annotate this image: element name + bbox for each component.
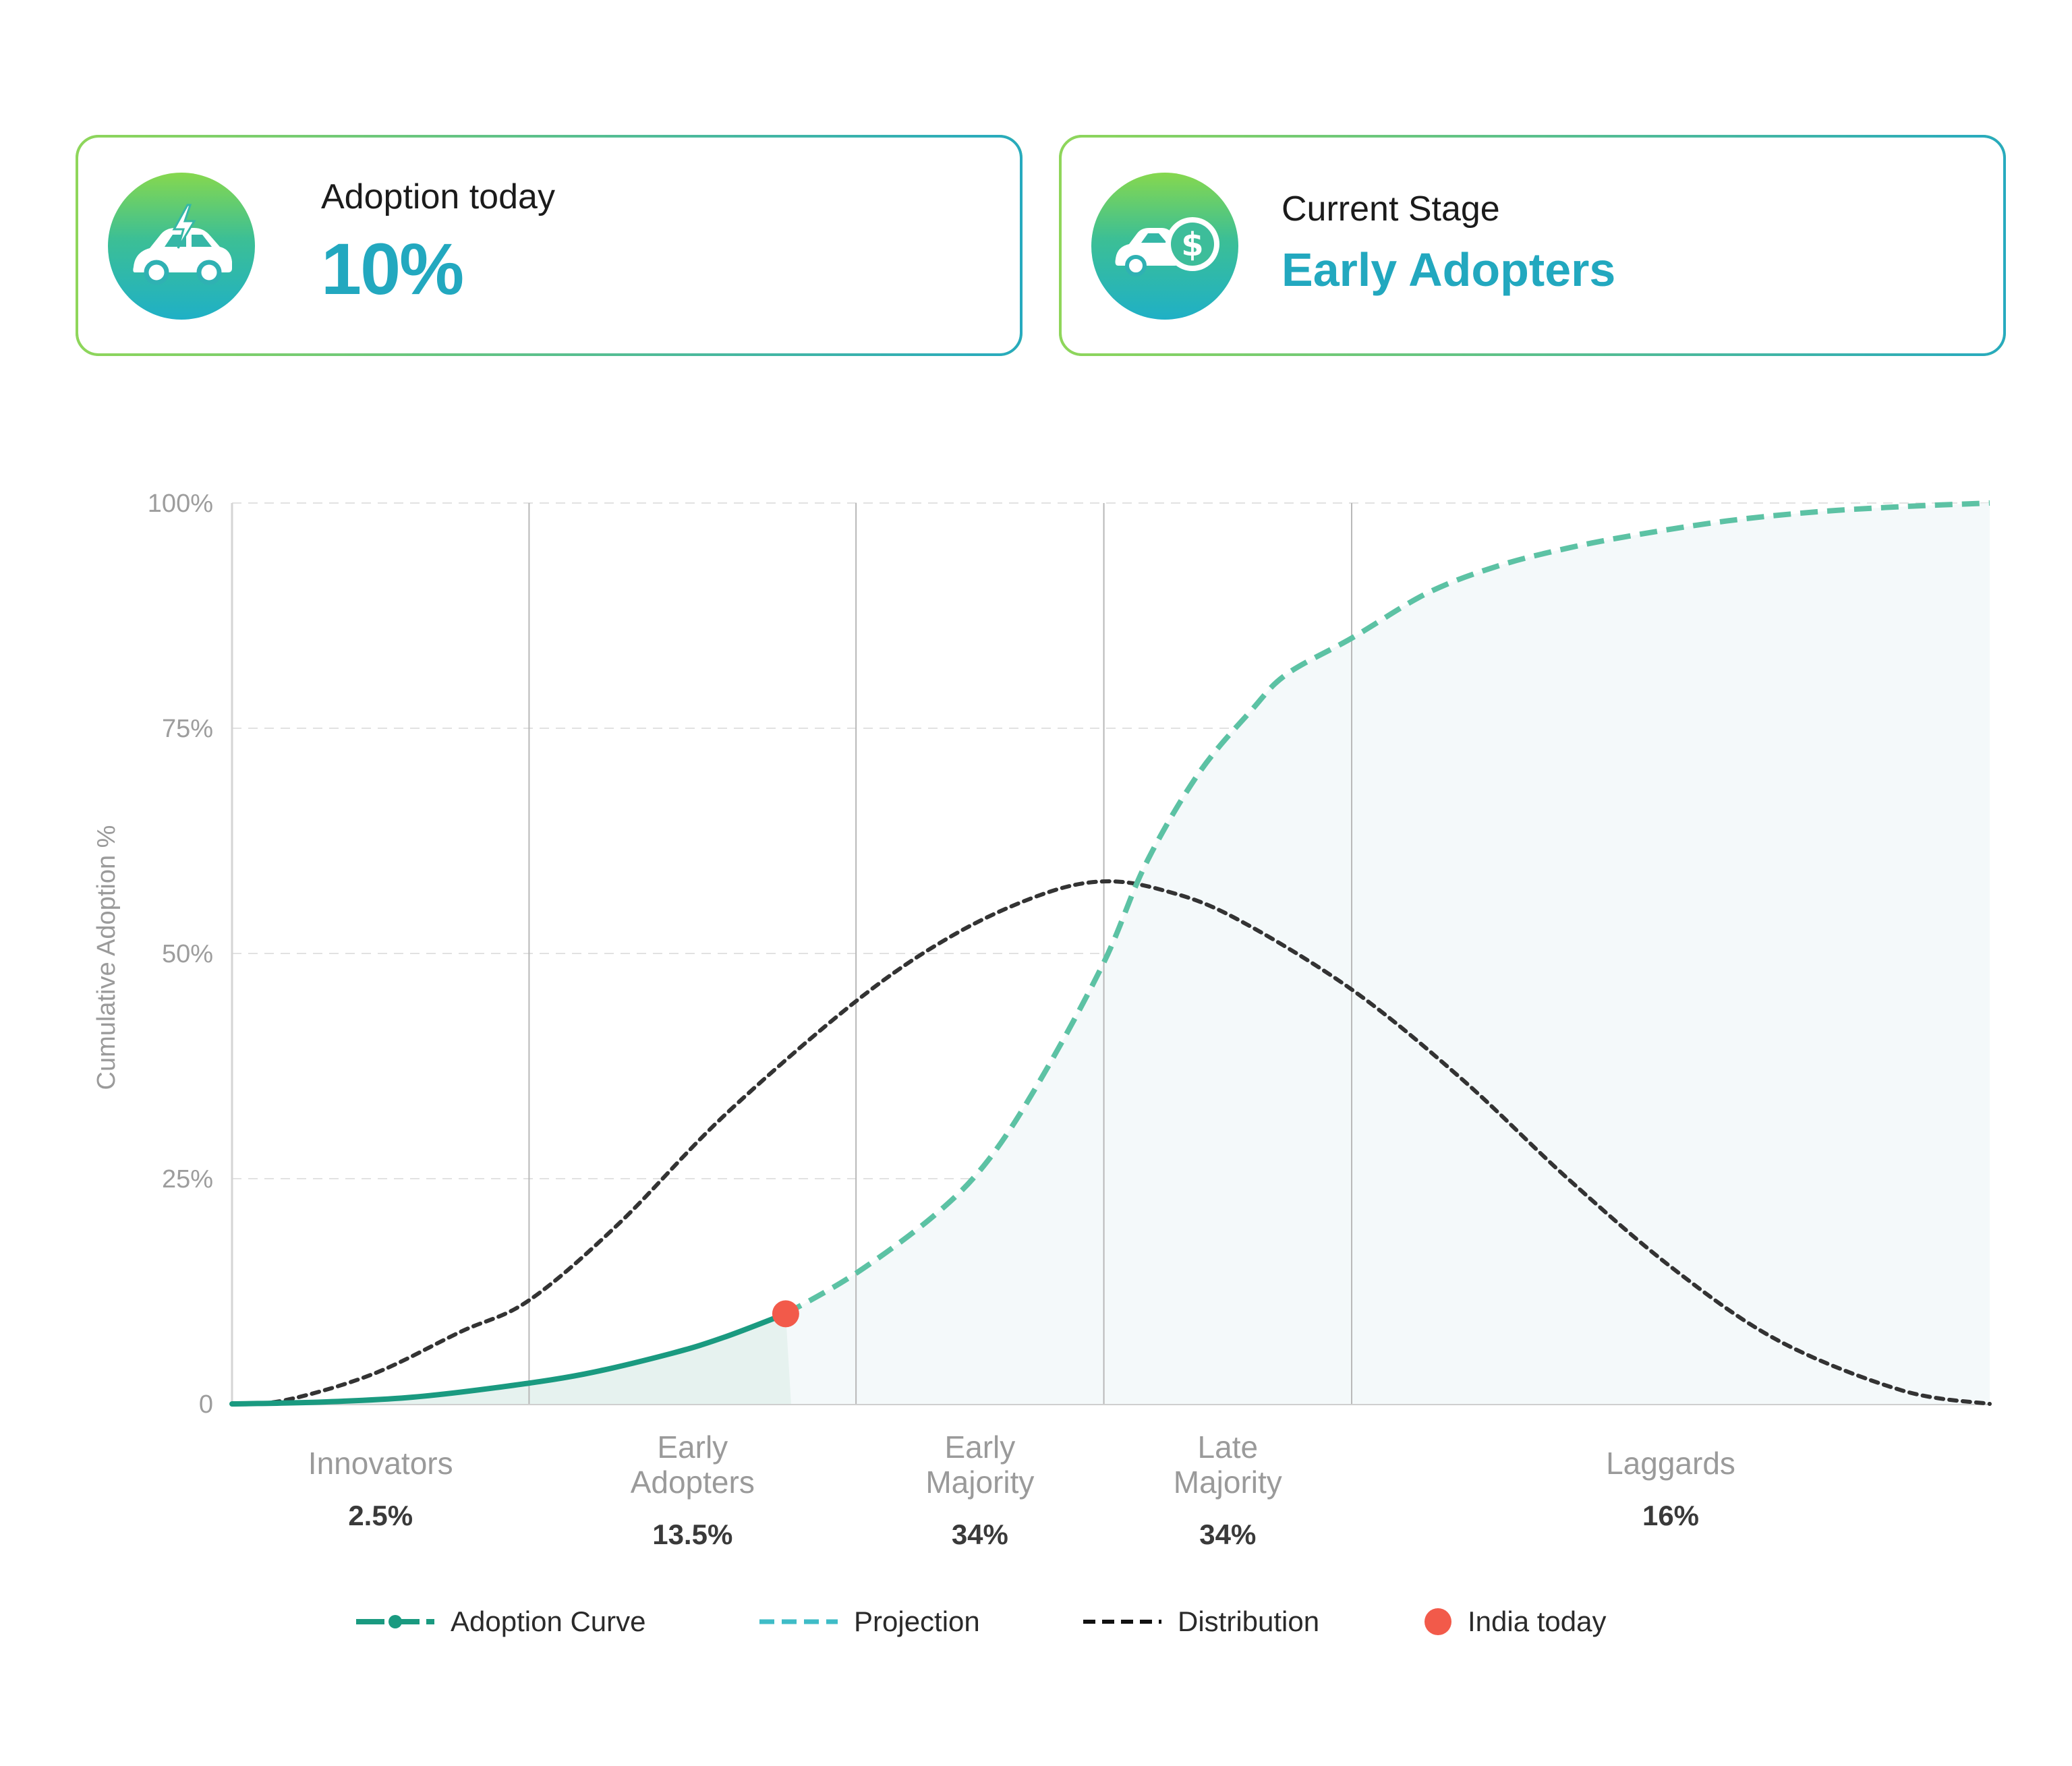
segment-share: 16% bbox=[1642, 1500, 1699, 1531]
y-tick-label: 50% bbox=[162, 940, 213, 968]
adoption-area bbox=[232, 1314, 791, 1404]
adoption-curve-chart: 025%50%75%100% Innovators2.5%EarlyAdopte… bbox=[92, 490, 1992, 1550]
adoption-today-value: 10% bbox=[321, 228, 464, 310]
legend-swatch-distribution bbox=[1083, 1620, 1161, 1624]
segment-label: Late bbox=[1198, 1430, 1259, 1465]
segment-share: 2.5% bbox=[348, 1500, 413, 1531]
segment-share: 34% bbox=[952, 1519, 1008, 1550]
current-stage-label: Current Stage bbox=[1282, 189, 1500, 229]
adoption-today-card: Adoption today 10% bbox=[76, 135, 1023, 356]
segment-label: Innovators bbox=[308, 1446, 453, 1481]
legend-item-india-today: India today bbox=[1423, 1605, 1607, 1639]
adoption-today-label: Adoption today bbox=[321, 177, 555, 216]
svg-text:$: $ bbox=[1181, 226, 1203, 264]
segment-label: Majority bbox=[1174, 1465, 1282, 1500]
adoption-curve-line bbox=[229, 1311, 788, 1407]
legend-swatch-adoption-curve bbox=[356, 1615, 434, 1628]
projection-area bbox=[785, 503, 1990, 1404]
segment-share: 34% bbox=[1199, 1519, 1256, 1550]
legend-swatch-india-today bbox=[1424, 1608, 1451, 1635]
y-tick-label: 25% bbox=[162, 1165, 213, 1194]
segment-share: 13.5% bbox=[652, 1519, 732, 1550]
legend-item-adoption-curve: Adoption Curve bbox=[355, 1605, 646, 1639]
legend-label-adoption-curve: Adoption Curve bbox=[451, 1606, 646, 1637]
projection-line bbox=[784, 500, 1990, 1316]
y-tick-label: 100% bbox=[148, 490, 213, 518]
legend-item-projection: Projection bbox=[758, 1605, 980, 1639]
segment-label: Majority bbox=[925, 1465, 1034, 1500]
current-stage-value: Early Adopters bbox=[1282, 243, 1616, 296]
legend-item-distribution: Distribution bbox=[1082, 1605, 1319, 1639]
segment-label: Laggards bbox=[1606, 1446, 1735, 1481]
india-today-marker bbox=[772, 1300, 799, 1328]
car-dollar-icon: $ bbox=[1091, 173, 1238, 320]
electric-car-icon bbox=[108, 173, 255, 320]
distribution-line bbox=[230, 879, 1992, 1406]
y-tick-label: 0 bbox=[199, 1390, 213, 1419]
segment-label: Early bbox=[944, 1430, 1015, 1465]
legend-label-projection: Projection bbox=[854, 1606, 980, 1637]
current-stage-card: $ Current Stage Early Adopters bbox=[1059, 135, 2006, 356]
y-axis-label: Cumulative Adoption % bbox=[92, 825, 121, 1090]
segment-label: Early bbox=[657, 1430, 728, 1465]
segment-label: Adopters bbox=[631, 1465, 755, 1500]
y-tick-label: 75% bbox=[162, 715, 213, 743]
legend-label-distribution: Distribution bbox=[1178, 1606, 1320, 1637]
legend-label-india-today: India today bbox=[1468, 1606, 1607, 1637]
legend-swatch-projection bbox=[759, 1619, 838, 1624]
